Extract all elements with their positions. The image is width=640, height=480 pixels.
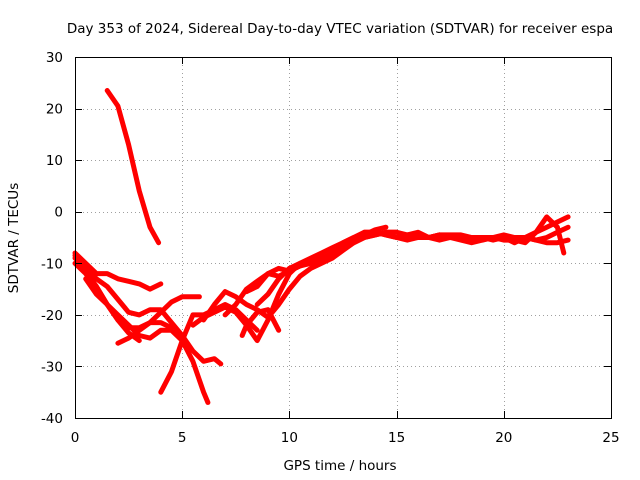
ticks: 0 5 10 15 20 25 -40 -30 -20 -10 0 10 20 30 bbox=[41, 50, 620, 446]
y-tick-label: -10 bbox=[41, 256, 63, 272]
chart-title: Day 353 of 2024, Sidereal Day-to-day VTE… bbox=[67, 21, 613, 37]
y-tick-label: -30 bbox=[41, 359, 63, 375]
y-tick-label: 20 bbox=[46, 102, 63, 118]
x-tick-label: 10 bbox=[281, 430, 298, 446]
y-tick-label: 0 bbox=[54, 205, 63, 221]
series-arc-17 bbox=[394, 214, 567, 256]
y-tick-label: 30 bbox=[46, 50, 63, 66]
x-tick-label: 15 bbox=[388, 430, 405, 446]
series-arc-6 bbox=[83, 276, 211, 405]
series-arc-12 bbox=[239, 307, 282, 338]
series-arc-1 bbox=[104, 88, 162, 246]
x-tick-label: 20 bbox=[495, 430, 512, 446]
y-tick-label: 10 bbox=[46, 153, 63, 169]
y-tick-label: -40 bbox=[41, 411, 63, 427]
data-series bbox=[72, 88, 571, 405]
series-arc-2 bbox=[72, 250, 164, 292]
series-arc-4 bbox=[72, 255, 224, 367]
x-axis-label: GPS time / hours bbox=[283, 458, 396, 474]
series-arc-7 bbox=[115, 294, 202, 346]
y-tick-label: -20 bbox=[41, 308, 63, 324]
x-tick-label: 5 bbox=[178, 430, 187, 446]
x-tick-label: 25 bbox=[602, 430, 619, 446]
y-axis-label: SDTVAR / TECUs bbox=[6, 183, 22, 293]
x-tick-label: 0 bbox=[71, 430, 80, 446]
plot-frame bbox=[75, 57, 612, 419]
